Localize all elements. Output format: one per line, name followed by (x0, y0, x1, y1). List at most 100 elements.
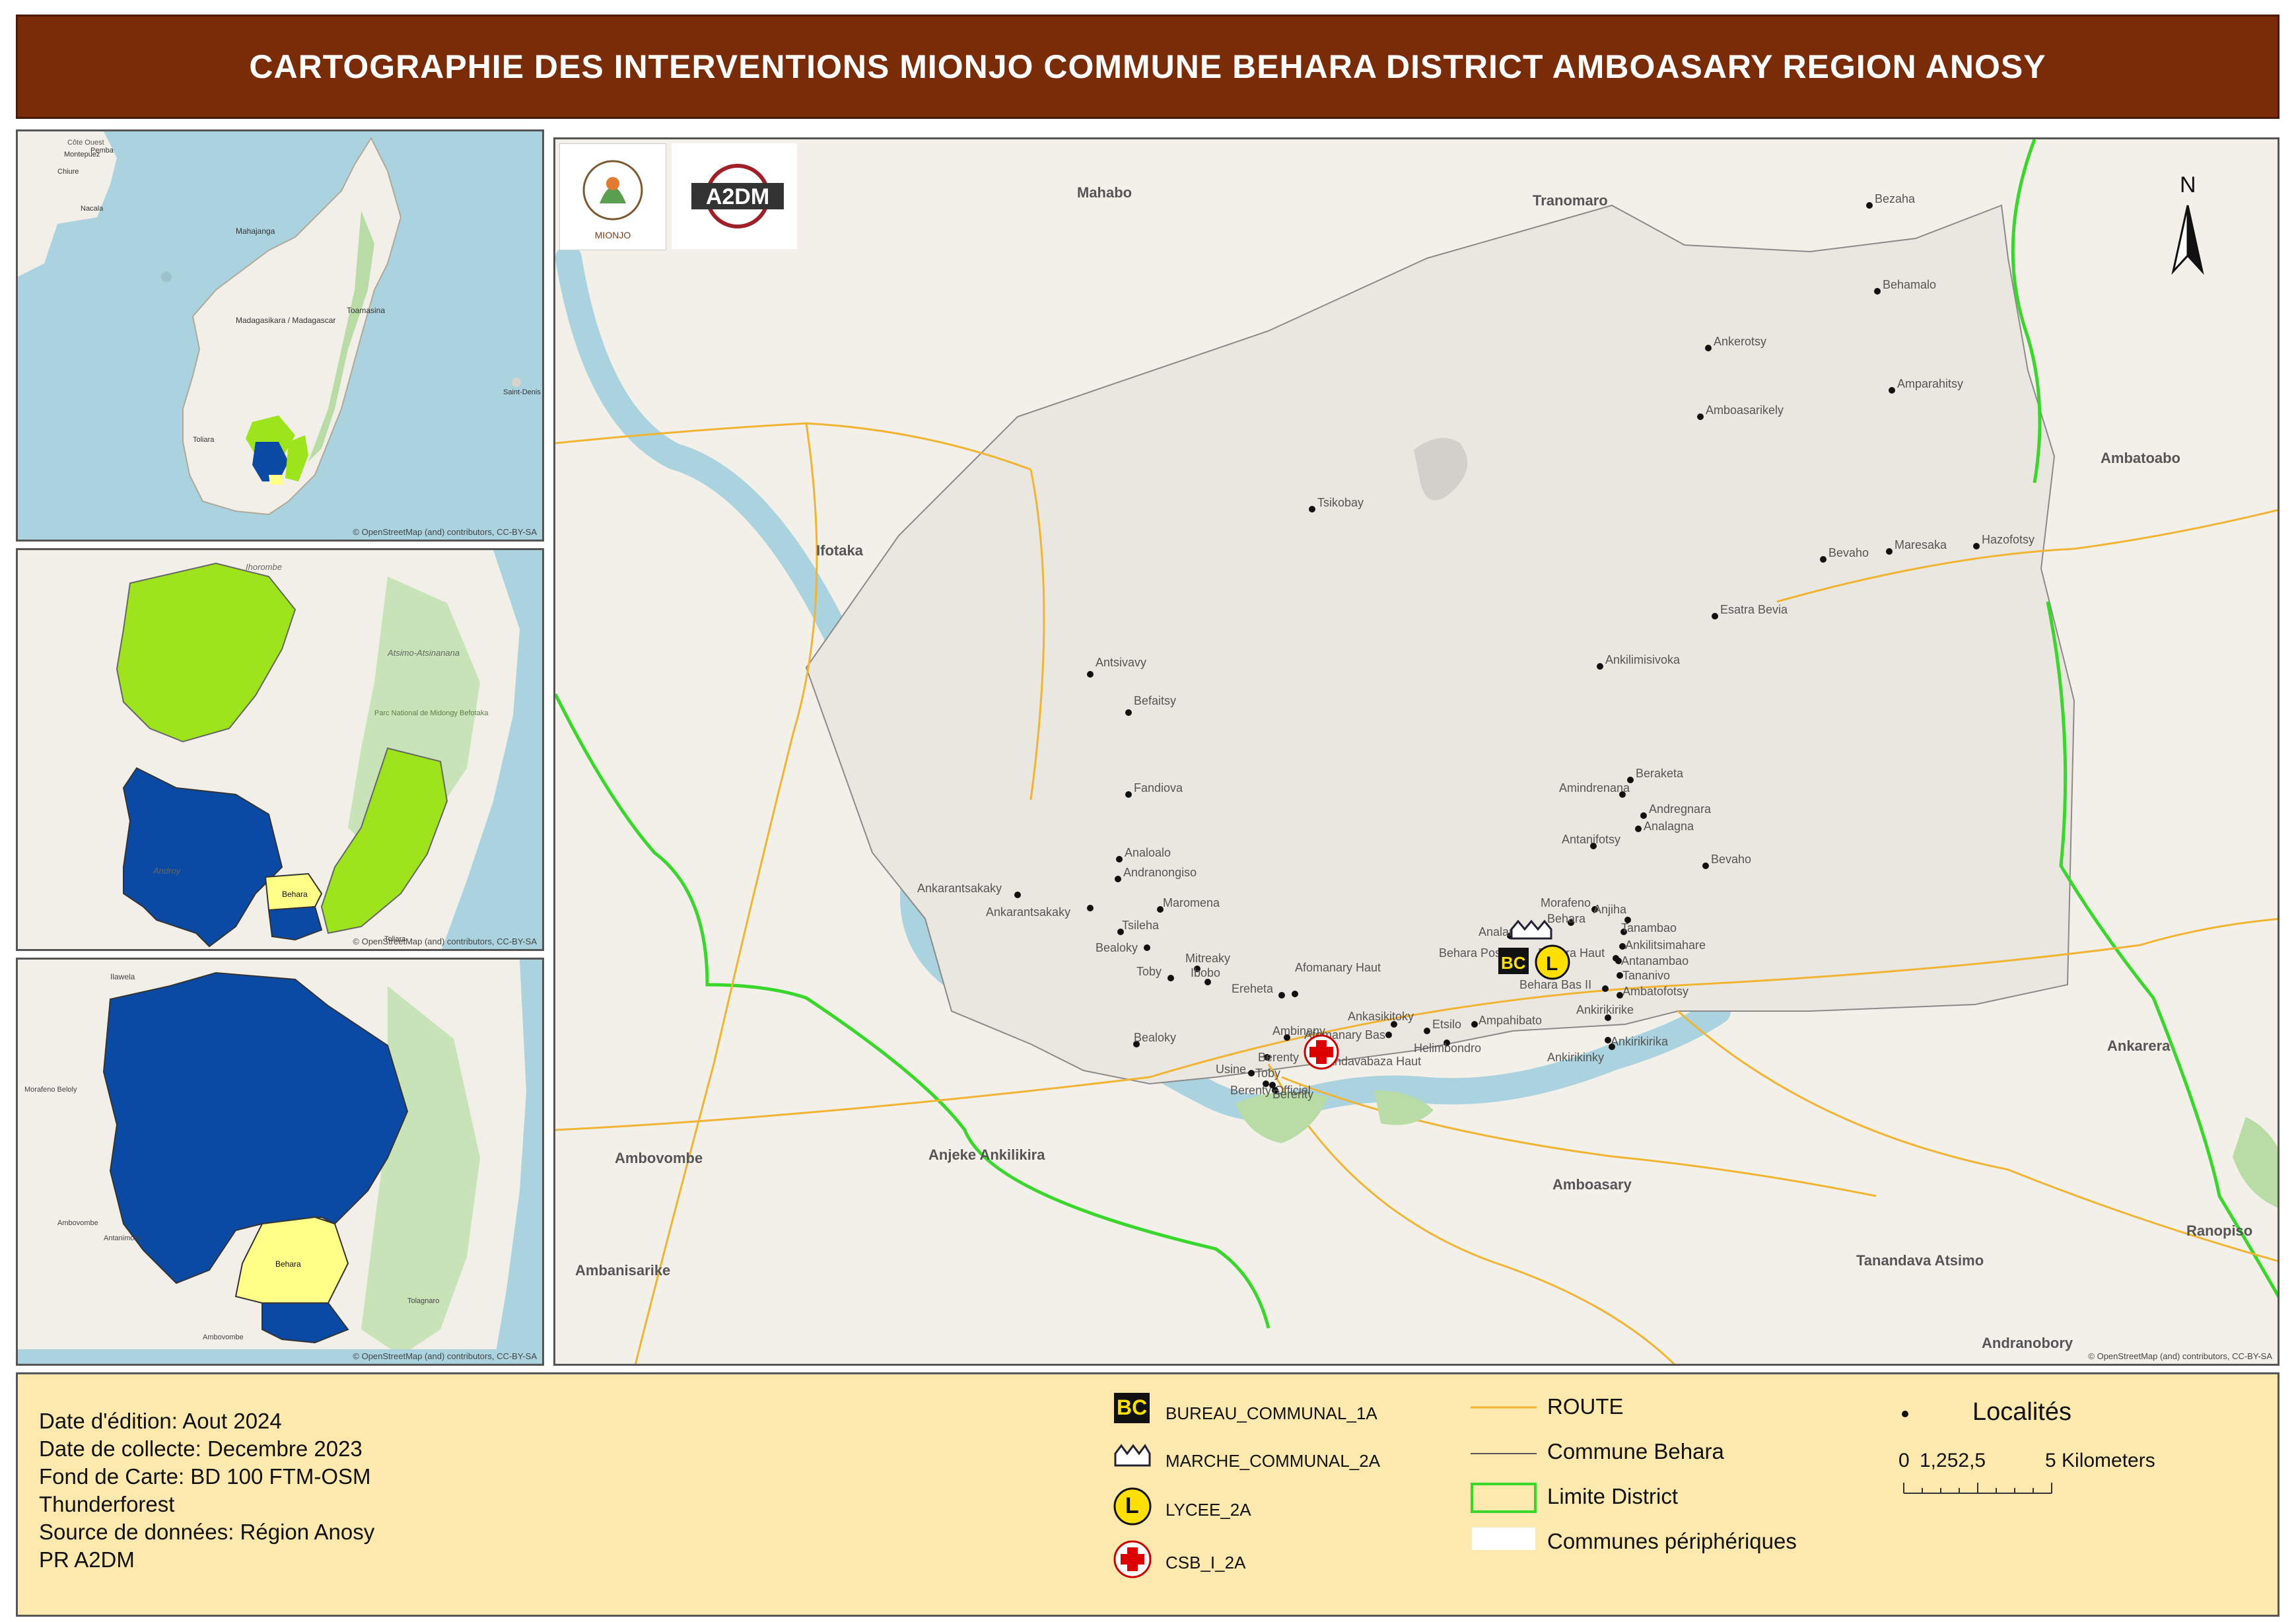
inset-region-svg: Ihorombe Atsimo-Atsinanana Parc National… (18, 550, 542, 949)
legend-bureau-icon-text: BC (1117, 1395, 1148, 1419)
main-map: Mahabo Tranomaro Ifotaka Ambatoabo Ankar… (553, 137, 2279, 1366)
localite[interactable]: Analagna (1635, 820, 1694, 833)
localite[interactable]: Andregnara (1640, 802, 1712, 819)
lycee-symbol[interactable]: L (1535, 944, 1570, 980)
svg-text:Ereheta: Ereheta (1232, 982, 1274, 995)
main-map-credit: © OpenStreetMap (and) contributors, CC-B… (2088, 1351, 2272, 1361)
localite[interactable]: Ankirikirika (1605, 1035, 1669, 1048)
localite[interactable]: Ankarantsakaky (986, 905, 1094, 919)
localite[interactable]: Bezaha (1866, 192, 1916, 209)
localite[interactable]: Bevaho (1820, 546, 1869, 563)
commune-behara-outline (805, 204, 2075, 1085)
svg-text:Maromena: Maromena (1163, 896, 1220, 909)
svg-text:Berenty: Berenty (1272, 1088, 1313, 1101)
localite[interactable]: Berenty Officiel (1230, 1082, 1311, 1097)
localite[interactable]: Afomanary Haut (1292, 961, 1381, 997)
legend-lycee-icon (1113, 1487, 1152, 1526)
logo-mionjo: MIONJO (559, 143, 666, 250)
localite[interactable]: Behara (1547, 912, 1586, 926)
localite[interactable]: Bevaho (1702, 853, 1751, 869)
inset-madagascar: Côte Ouest Montepuez Pemba Chiure Nacala… (16, 129, 544, 542)
meta-fond-de-carte: Fond de Carte: BD 100 FTM-OSM (39, 1464, 371, 1489)
svg-text:Bezaha: Bezaha (1875, 192, 1916, 205)
localite[interactable]: Ankilimisivoka (1597, 653, 1681, 670)
localite[interactable]: Ereheta (1232, 982, 1285, 999)
localite[interactable]: Amparahitsy (1889, 377, 1963, 394)
localite[interactable]: Ankarantsakaky (917, 882, 1021, 898)
localite[interactable]: Befaitsy (1125, 694, 1176, 716)
marche-communal-symbol[interactable] (1510, 919, 1552, 940)
svg-text:Amindrenana: Amindrenana (1559, 781, 1630, 794)
localite[interactable]: Tsileha (1117, 919, 1160, 935)
svg-text:Ankirikirike: Ankirikirike (1576, 1003, 1634, 1016)
localite[interactable]: Analoalo (1116, 846, 1171, 863)
inset3-label: Ilawela (110, 972, 135, 981)
localite[interactable]: Helimbondro (1414, 1040, 1481, 1055)
svg-text:Anjiha: Anjiha (1593, 903, 1627, 916)
inset1-label: Nacala (81, 205, 104, 213)
localite[interactable]: Fandiova (1125, 781, 1183, 798)
localite[interactable]: Morafeno (1541, 896, 1598, 913)
inset2-label: Atsimo-Atsinanana (387, 648, 460, 658)
svg-text:Ankarantsakaky: Ankarantsakaky (986, 905, 1070, 919)
svg-text:Helimbondro: Helimbondro (1414, 1041, 1481, 1055)
localite[interactable]: Ambatofotsy (1617, 985, 1688, 999)
localite[interactable]: Tananivo (1617, 969, 1670, 982)
localite[interactable]: Maromena (1157, 896, 1220, 913)
inset-district-svg: Ilawela Morafeno Beloly Ambovombe Antani… (18, 960, 542, 1364)
localites-group: Bezaha Behamalo Ankerotsy Amboasarikely … (917, 192, 2035, 1101)
inset1-label: Pemba (90, 147, 114, 155)
region-label: Ambanisarike (575, 1262, 670, 1279)
svg-text:Ibobo: Ibobo (1191, 966, 1220, 979)
legend-csb-icon (1113, 1540, 1152, 1578)
localite[interactable]: Tsikobay (1309, 496, 1364, 512)
localite[interactable]: Antanambao (1615, 954, 1688, 968)
localite[interactable]: Esatra Bevia (1712, 603, 1788, 619)
localite[interactable]: Berenty (1272, 1087, 1313, 1101)
localite[interactable]: Hazofotsy (1973, 533, 2035, 549)
localite[interactable]: Ankilitsimahare (1619, 938, 1706, 952)
localite[interactable]: Tanambao (1620, 921, 1677, 935)
localite[interactable]: Bealoky (1096, 941, 1150, 954)
bureau-communal-symbol[interactable]: BC (1498, 948, 1529, 974)
svg-text:Bevaho: Bevaho (1711, 853, 1751, 866)
region-label: Tranomaro (1533, 192, 1608, 209)
localite[interactable]: Ankerotsy (1705, 335, 1766, 351)
localite[interactable]: Ankirikinky (1547, 1043, 1615, 1064)
svg-text:Afomanary Haut: Afomanary Haut (1295, 961, 1381, 974)
localite[interactable]: Bealoky (1133, 1031, 1176, 1047)
localite[interactable]: Ibobo (1191, 966, 1220, 985)
svg-text:Behara Bas II: Behara Bas II (1519, 978, 1591, 991)
localite[interactable]: Berenty (1258, 1051, 1299, 1064)
localite[interactable]: Ankirikirike (1576, 1003, 1634, 1021)
localite[interactable]: Mitreaky (1185, 952, 1230, 972)
localite[interactable]: Amboasarikely (1697, 404, 1784, 420)
localite[interactable]: Beraketa (1627, 767, 1684, 783)
road (1776, 509, 2278, 603)
localite[interactable]: Etsilo (1424, 1018, 1461, 1034)
localite[interactable]: Toby (1255, 1067, 1280, 1087)
inset3-credit: © OpenStreetMap (and) contributors, CC-B… (353, 1351, 537, 1361)
svg-text:Etsilo: Etsilo (1432, 1018, 1461, 1031)
svg-text:Esatra Bevia: Esatra Bevia (1720, 603, 1788, 616)
localite[interactable]: Ankasikitoky (1348, 1010, 1414, 1028)
localite[interactable]: Ampahibato (1471, 1014, 1542, 1028)
inset3-label: Antanimora (104, 1234, 141, 1242)
localite[interactable]: Antanifotsy (1562, 833, 1620, 849)
localite[interactable]: Anjiha (1593, 903, 1631, 923)
localite[interactable]: Behara Bas II (1519, 978, 1609, 992)
localite[interactable]: Amindrenana (1559, 781, 1630, 798)
localite[interactable]: Andranongiso (1115, 866, 1197, 882)
localite[interactable]: Behamalo (1874, 278, 1936, 295)
logo-a2dm: A2DM (672, 143, 797, 249)
localite[interactable]: Usine (1216, 1063, 1255, 1076)
localite[interactable]: Maresaka (1886, 538, 1947, 555)
svg-text:Tsileha: Tsileha (1122, 919, 1160, 932)
district-limit-north (2011, 139, 2042, 483)
localite[interactable]: Toby (1136, 965, 1174, 981)
localite[interactable]: Antsivavy (1087, 656, 1146, 678)
svg-text:Ankilimisivoka: Ankilimisivoka (1605, 653, 1681, 666)
csb-symbol[interactable] (1304, 1034, 1339, 1070)
legend-csb-label: CSB_I_2A (1165, 1553, 1246, 1572)
localite[interactable]: Ambinany (1272, 1024, 1325, 1041)
